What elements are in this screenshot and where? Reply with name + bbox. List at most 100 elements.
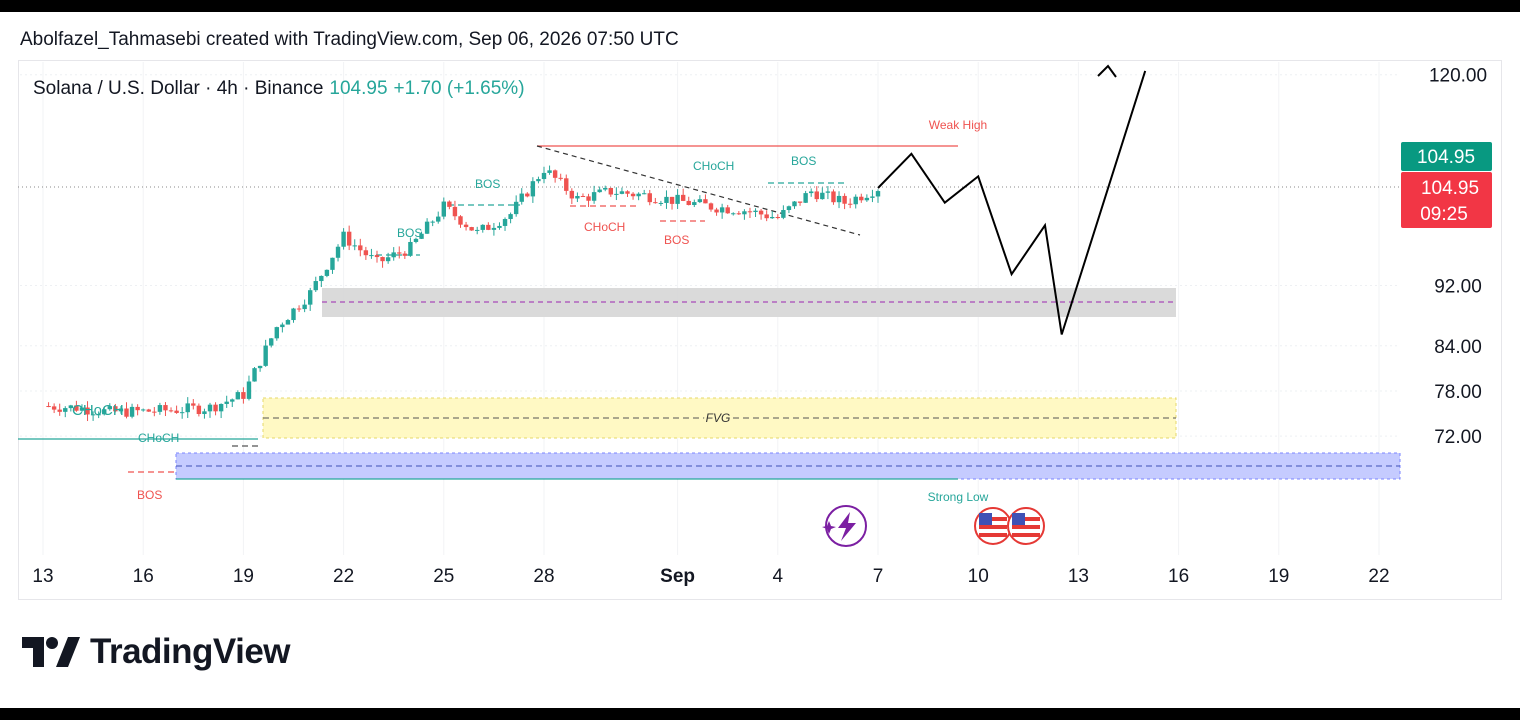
bos-lines — [128, 182, 845, 473]
candle-body — [475, 229, 480, 231]
candle-body — [764, 214, 769, 219]
candle-body — [380, 257, 385, 262]
candle-body — [274, 327, 279, 339]
candle-body — [786, 206, 792, 211]
candle-body — [107, 406, 112, 410]
candle-body — [63, 408, 68, 412]
candle-body — [263, 345, 268, 366]
candle-body — [580, 196, 586, 198]
candle-body — [447, 201, 452, 207]
candle-body — [859, 196, 864, 201]
candle-body — [686, 200, 691, 206]
candle-body — [480, 224, 485, 230]
chart-frame — [18, 60, 1502, 600]
annotation-choch-small: CHoCH — [138, 431, 179, 445]
candle-body — [597, 189, 602, 193]
candle-body — [358, 245, 363, 251]
candle-body — [335, 246, 341, 258]
candle-body — [658, 202, 664, 204]
candle-body — [230, 399, 235, 402]
candle-body — [714, 209, 719, 213]
lightning-event-icon[interactable] — [822, 505, 867, 547]
candle-body — [591, 192, 597, 201]
candle-body — [302, 304, 307, 310]
candle-body — [324, 269, 330, 276]
annotation-bos-red-low: BOS — [137, 488, 162, 502]
projection-arrowhead — [1097, 64, 1117, 78]
price-axis[interactable]: 120.00 92.00 84.00 78.00 72.00 — [1429, 66, 1487, 448]
candle-body — [252, 368, 257, 382]
strong-low-label: Strong Low — [928, 490, 989, 504]
candle-body — [603, 187, 608, 190]
candle-body — [174, 410, 179, 413]
candle-body — [814, 191, 819, 200]
candle-body — [820, 192, 825, 200]
candle-body — [369, 255, 374, 257]
top-border — [0, 0, 1520, 12]
candle-body — [675, 194, 680, 204]
price-badge-red-text: 104.95 — [1421, 178, 1479, 199]
candle-body — [797, 201, 803, 203]
candle-body — [653, 202, 658, 204]
candle-body — [391, 252, 396, 258]
candle-body — [146, 409, 151, 412]
price-tick-label: 84.00 — [1434, 337, 1482, 358]
candle-body — [430, 221, 435, 223]
projection-path[interactable] — [877, 70, 1147, 335]
candle-body — [68, 405, 74, 409]
us-flag-event-icon[interactable] — [974, 507, 1012, 545]
candle-body — [291, 308, 296, 321]
candle-body — [502, 219, 508, 226]
candle-body — [436, 216, 441, 222]
tradingview-logo-icon — [22, 637, 80, 667]
us-flag-event-icon-2[interactable] — [1007, 507, 1045, 545]
candle-body — [179, 412, 185, 414]
candle-body — [90, 414, 96, 416]
candle-body — [569, 190, 575, 199]
candle-body — [731, 213, 736, 215]
candle-body — [625, 191, 630, 194]
annotation-bos-3: BOS — [791, 154, 816, 168]
candle-body — [296, 308, 302, 310]
countdown-text: 09:25 — [1420, 204, 1468, 225]
brand-name: TradingView — [90, 632, 291, 671]
symbol-header: Solana / U.S. Dollar · 4h · Binance 104.9… — [33, 78, 525, 100]
time-tick-label: Sep — [660, 566, 695, 587]
candle-body — [825, 191, 831, 193]
candle-body — [129, 406, 135, 417]
time-tick-label: 22 — [1368, 566, 1389, 587]
candle-body — [463, 224, 469, 228]
candle-body — [630, 193, 636, 197]
candle-body — [842, 195, 847, 204]
candle-body — [213, 404, 218, 412]
annotation-bos-2: BOS — [475, 177, 500, 191]
time-tick-label: 25 — [433, 566, 454, 587]
descending-trendline[interactable] — [536, 145, 861, 236]
candle-body — [241, 392, 246, 399]
candle-body — [207, 404, 213, 412]
candle-body — [51, 406, 57, 410]
time-tick-label: 16 — [133, 566, 154, 587]
candle-body — [697, 199, 703, 203]
candle-body — [85, 407, 90, 415]
candle-body — [809, 191, 814, 194]
candle-body — [141, 409, 146, 411]
candle-body — [402, 253, 408, 256]
candle-body — [853, 196, 858, 205]
candle-body — [547, 170, 552, 173]
candle-body — [257, 365, 263, 369]
candle-body — [775, 216, 780, 218]
candle-body — [202, 411, 207, 415]
candle-body — [664, 196, 669, 203]
candle-body — [608, 187, 613, 195]
candle-body — [619, 191, 625, 194]
weak-high-label: Weak High — [929, 118, 987, 132]
annotation-choch-green: CHoCH — [693, 159, 734, 173]
time-axis[interactable]: 13 16 19 22 25 28 Sep 4 7 10 13 16 19 22 — [32, 566, 1389, 587]
chart-credit: Abolfazel_Tahmasebi created with Trading… — [20, 29, 679, 50]
candle-body — [346, 231, 352, 246]
candle-body — [781, 210, 786, 218]
candle-body — [79, 407, 85, 411]
candle-body — [96, 414, 101, 416]
